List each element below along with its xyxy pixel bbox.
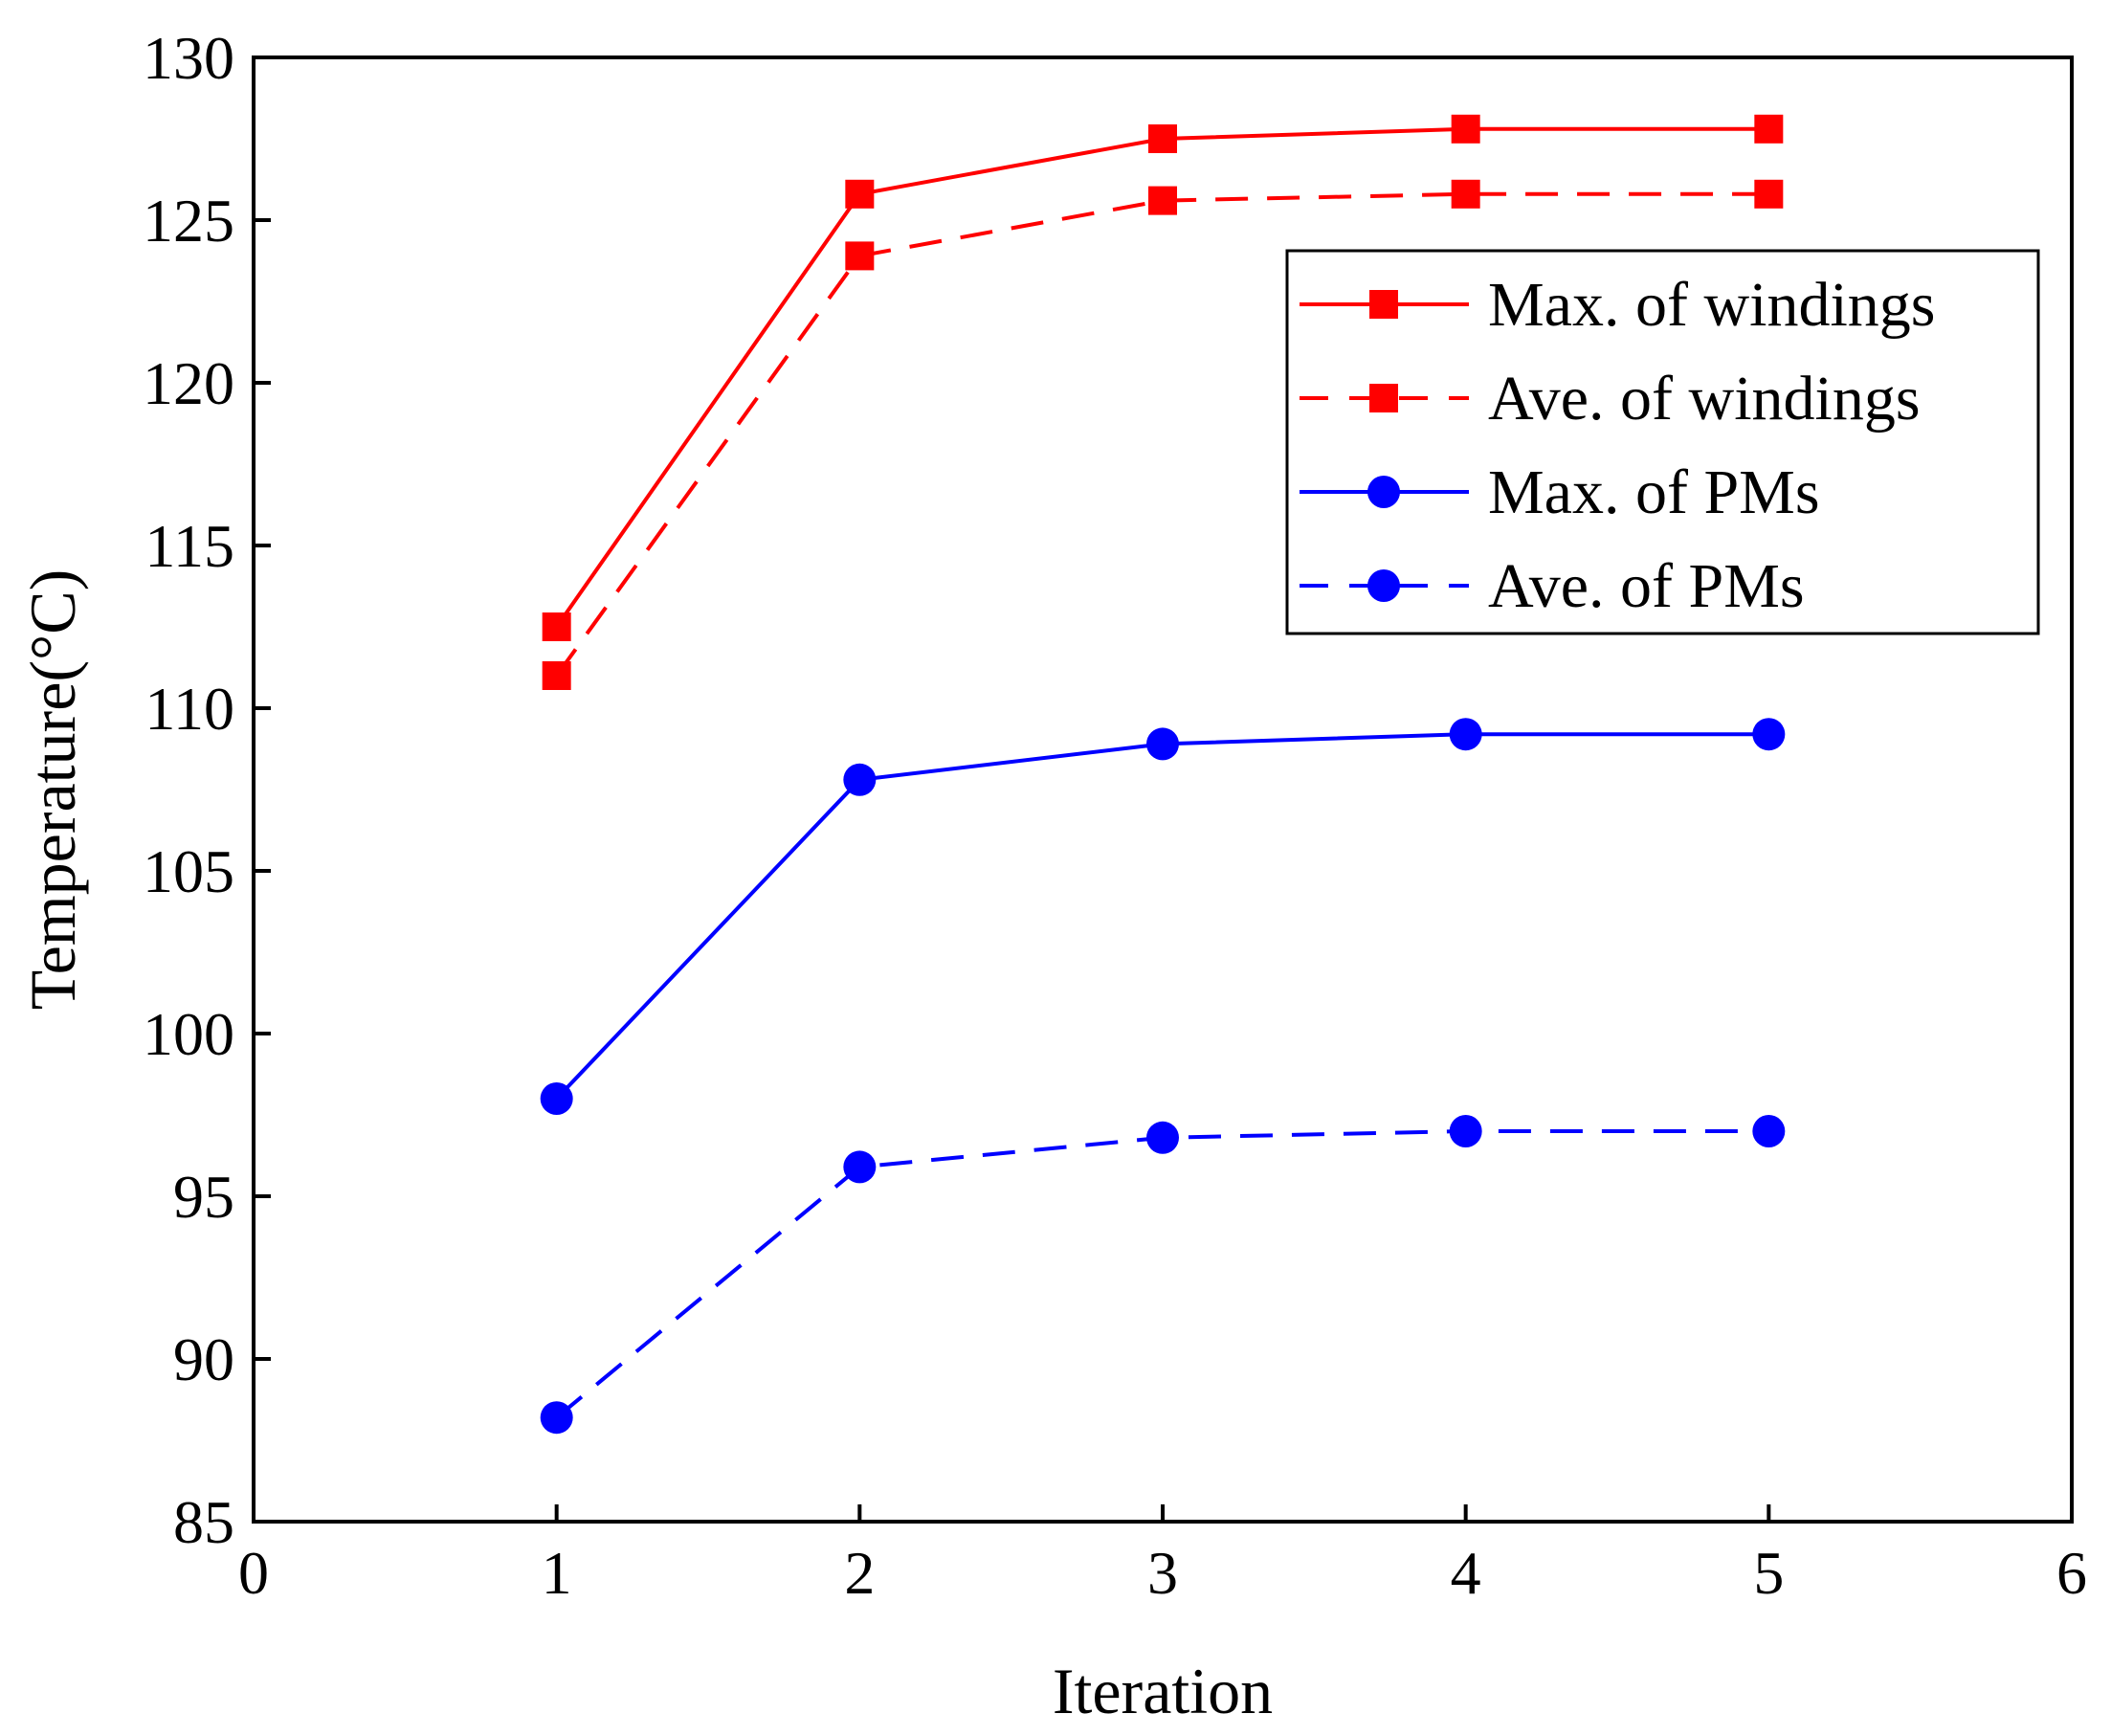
- y-tick-label: 120: [143, 349, 234, 417]
- y-tick-label: 85: [173, 1488, 234, 1556]
- data-point: [1752, 718, 1786, 751]
- legend-label: Max. of windings: [1488, 270, 1935, 340]
- x-tick-labels: 0 1 2 3 4 5 6: [238, 1539, 2087, 1607]
- x-tick-label: 5: [1753, 1539, 1784, 1607]
- data-point: [540, 1401, 573, 1435]
- y-tick-label: 110: [144, 675, 234, 743]
- y-tick-label: 130: [143, 24, 234, 92]
- x-tick-label: 0: [238, 1539, 269, 1607]
- data-point: [1148, 186, 1177, 215]
- legend-box: [1285, 249, 2040, 635]
- data-point: [1451, 179, 1480, 209]
- data-point: [1754, 179, 1784, 209]
- data-point: [1451, 114, 1480, 144]
- y-tick-label: 105: [143, 837, 234, 905]
- data-point: [843, 763, 877, 796]
- y-tick-label: 125: [143, 187, 234, 255]
- x-tick-label: 2: [844, 1539, 875, 1607]
- y-tick-label: 100: [143, 1000, 234, 1068]
- data-point: [845, 241, 875, 271]
- axis-ticks: [252, 56, 2074, 1524]
- series-3: [540, 1115, 1786, 1435]
- data-point: [1449, 718, 1482, 751]
- x-axis-title: Iteration: [1053, 1655, 1273, 1727]
- legend-marker: [1367, 569, 1400, 602]
- y-tick-labels: 85 90 95 100 105 110 115 120 125 130: [143, 24, 234, 1556]
- legend: Max. of windings Ave. of windings Max. of …: [1300, 270, 1935, 621]
- y-tick-label: 90: [173, 1325, 234, 1393]
- data-point: [1449, 1115, 1482, 1147]
- y-axis-title: Temperature(°C): [16, 569, 89, 1010]
- y-tick-label: 115: [144, 512, 234, 580]
- series-0: [542, 114, 1784, 641]
- y-tick-label: 95: [173, 1163, 234, 1231]
- data-point: [542, 661, 571, 690]
- legend-marker: [1367, 476, 1400, 508]
- x-tick-label: 6: [2056, 1539, 2087, 1607]
- series-1: [542, 179, 1784, 690]
- data-point: [843, 1150, 877, 1184]
- data-point: [540, 1082, 573, 1115]
- x-tick-label: 1: [542, 1539, 572, 1607]
- data-point: [1146, 727, 1179, 761]
- legend-label: Ave. of windings: [1488, 364, 1921, 434]
- data-point: [1146, 1121, 1179, 1154]
- x-tick-label: 4: [1451, 1539, 1481, 1607]
- series-2: [540, 718, 1786, 1115]
- series-line: [555, 1129, 1769, 1419]
- legend-marker: [1369, 384, 1398, 412]
- legend-marker: [1369, 290, 1398, 319]
- data-point: [1754, 114, 1784, 144]
- legend-label: Ave. of PMs: [1488, 551, 1805, 621]
- series-line: [555, 732, 1769, 1101]
- x-tick-label: 3: [1147, 1539, 1178, 1607]
- data-point: [542, 612, 571, 641]
- data-point: [1752, 1115, 1786, 1147]
- legend-label: Max. of PMs: [1488, 457, 1820, 527]
- data-point: [845, 179, 875, 209]
- series-layer: [540, 114, 1786, 1435]
- data-point: [1148, 124, 1177, 153]
